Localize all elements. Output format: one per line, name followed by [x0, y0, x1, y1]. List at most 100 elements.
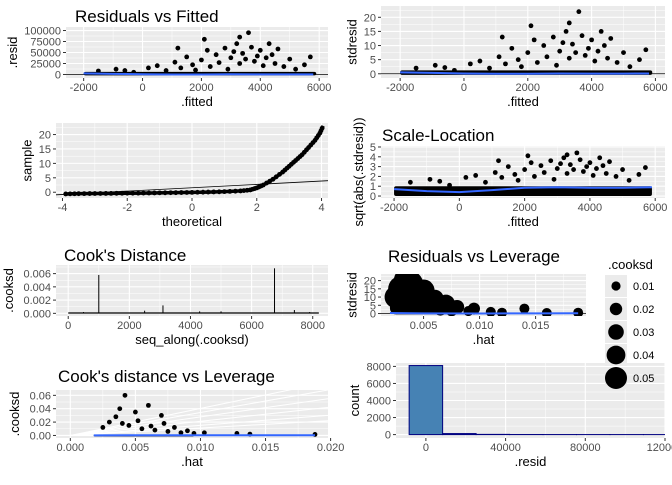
data-point [643, 47, 648, 52]
legend-title: .cooksd [608, 257, 653, 272]
y-tick-label: 100000 [24, 26, 61, 38]
data-point [178, 65, 183, 70]
qq-point [195, 190, 200, 195]
y-axis-title: .resid [5, 37, 20, 69]
data-point [270, 52, 275, 57]
qq-point [163, 190, 168, 195]
data-point [591, 173, 596, 178]
x-axis-title: .resid [515, 454, 547, 469]
x-tick-label: 0.000 [57, 442, 85, 454]
x-axis-title: seq_along(.cooksd) [135, 332, 248, 347]
data-point [261, 63, 266, 68]
y-tick-label: 0 [370, 69, 376, 81]
histogram-bar [409, 366, 442, 435]
y-tick-label: 0.06 [30, 390, 51, 402]
data-point [308, 54, 313, 59]
y-tick-label: 50000 [30, 48, 61, 60]
data-point [516, 178, 521, 183]
data-point [267, 41, 272, 46]
panel-title: Residuals vs Fitted [75, 7, 219, 26]
data-point [592, 59, 597, 64]
data-point [594, 166, 599, 171]
data-point [574, 150, 579, 155]
data-point [281, 64, 286, 69]
data-point [542, 170, 547, 175]
qq-point [179, 190, 184, 195]
data-point [273, 61, 278, 66]
x-tick-label: 0 [65, 320, 71, 332]
data-point [621, 50, 626, 55]
data-point [551, 35, 556, 40]
legend-label: 0.05 [633, 373, 654, 385]
qq-point [206, 190, 211, 195]
y-axis-title: stdresid [345, 272, 360, 318]
data-point [146, 65, 151, 70]
x-tick-label: 2000 [512, 202, 536, 214]
x-tick-label: 0 [456, 202, 462, 214]
legend-label: 0.04 [633, 350, 654, 362]
y-axis-title: stdresid [345, 19, 360, 65]
data-point [519, 304, 529, 314]
y-tick-label: 15 [39, 144, 51, 156]
x-tick-label: 80000 [570, 442, 601, 454]
data-point [516, 57, 521, 62]
y-tick-label: 20 [39, 130, 51, 142]
data-point [122, 68, 127, 73]
y-tick-label: 10 [364, 41, 376, 53]
data-point [581, 169, 586, 174]
data-point [570, 42, 575, 47]
data-point [525, 153, 530, 158]
data-point [529, 23, 534, 28]
y-tick-label: 0 [55, 69, 61, 81]
data-point [545, 54, 550, 59]
data-point [155, 63, 160, 68]
x-tick-label: 4 [318, 202, 324, 214]
data-point [604, 171, 609, 176]
data-point [601, 163, 606, 168]
qq-point [222, 189, 227, 194]
legend-label: 0.01 [633, 281, 654, 293]
data-point [217, 60, 222, 65]
data-point [478, 59, 483, 64]
data-point [199, 58, 204, 63]
data-point [293, 67, 298, 72]
y-tick-label: 20 [364, 12, 376, 24]
y-tick-label: 5 [45, 173, 51, 185]
data-point [558, 161, 563, 166]
data-point [586, 46, 591, 51]
qq-point [136, 191, 141, 196]
data-point [153, 428, 158, 433]
y-tick-label: 8000 [367, 361, 391, 373]
y-tick-label: 20 [364, 276, 376, 288]
data-point [580, 33, 585, 38]
data-point [500, 35, 505, 40]
panel-title: Residuals vs Leverage [388, 247, 560, 266]
y-tick-label: 10 [39, 158, 51, 170]
y-tick-label: 0.004 [23, 282, 51, 294]
data-point [175, 46, 180, 51]
qq-point [87, 191, 92, 196]
data-point [126, 423, 131, 428]
data-point [159, 413, 164, 418]
qq-point [152, 191, 157, 196]
data-point [447, 183, 452, 188]
y-tick-label: 5 [370, 142, 376, 154]
data-point [599, 29, 604, 34]
data-point [442, 65, 447, 70]
x-tick-label: 6000 [239, 320, 263, 332]
data-point [164, 68, 169, 73]
data-point [564, 29, 569, 34]
x-tick-label: 6000 [307, 82, 331, 94]
legend-size-key [607, 346, 626, 365]
y-axis-title: sample [20, 140, 35, 182]
y-tick-label: 2000 [367, 413, 391, 425]
data-point [509, 46, 514, 51]
y-tick-label: 15 [364, 26, 376, 38]
x-tick-label: 0.010 [187, 442, 215, 454]
data-point [258, 48, 263, 53]
legend-size-key [608, 324, 624, 340]
data-point [255, 54, 260, 59]
